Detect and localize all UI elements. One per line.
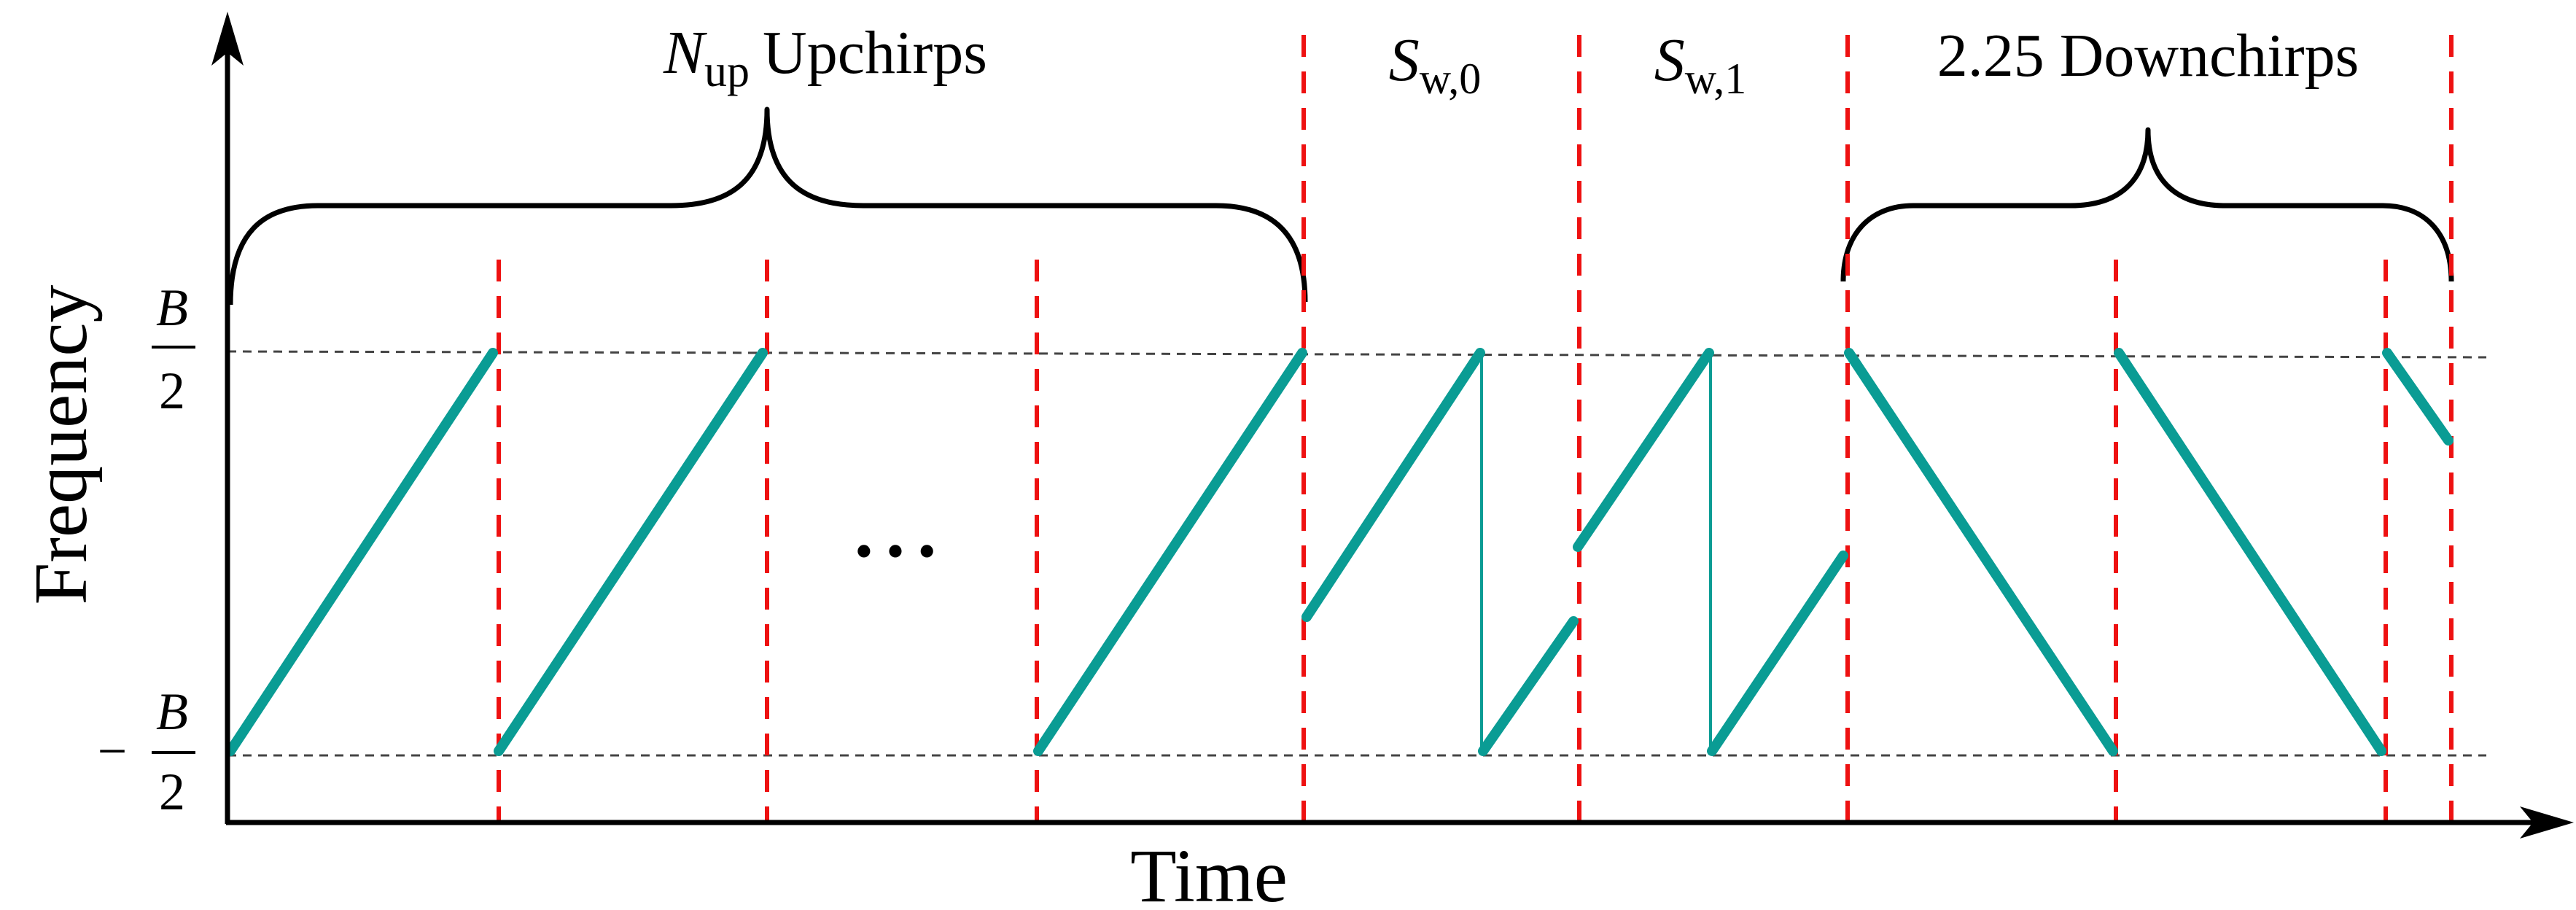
y-tick-bottom-sign: − [98, 722, 128, 780]
upchirps-text: Upchirps [763, 19, 987, 87]
boundary-lines [497, 35, 2454, 824]
y-tick-top-denominator: 2 [159, 362, 185, 420]
upchirp [225, 348, 498, 756]
sync-word-1-symbol: S [1654, 26, 1685, 94]
sync-word-1-subscript: w,1 [1685, 55, 1746, 103]
downchirps-brace [1840, 127, 2454, 282]
upchirps-subscript: up [704, 47, 750, 96]
upchirps-brace [227, 106, 1308, 306]
axes [211, 12, 2574, 839]
downchirps-label: 2.25 Downchirps [1937, 22, 2359, 90]
y-axis-label: Frequency [19, 285, 103, 605]
downchirp [2114, 348, 2386, 756]
chirp-segments [225, 348, 2454, 756]
sync-word-chirp [1707, 551, 1848, 756]
sync-word-0-label: Sw,0 [1389, 26, 1481, 103]
upchirps-symbol: N [663, 19, 707, 87]
y-tick-bottom-numerator: B [156, 682, 188, 741]
upchirp [1033, 348, 1307, 756]
y-tick-top-numerator: B [156, 279, 188, 337]
reference-line-top [227, 350, 2487, 359]
x-axis-arrowhead [2520, 806, 2574, 839]
upchirps-label: Nup Upchirps [663, 19, 987, 96]
y-axis-arrowhead [211, 12, 244, 66]
sync-word-chirp [1573, 348, 1714, 552]
sync-word-0-subscript: w,0 [1420, 55, 1481, 103]
y-tick-bottom-denominator: 2 [159, 763, 185, 821]
y-tick-top: B 2 [152, 279, 195, 420]
sync-word-1-label: Sw,1 [1654, 26, 1746, 103]
sync-word-chirp [1478, 616, 1579, 756]
ellipsis: • • • [855, 522, 936, 580]
y-tick-bottom: − B 2 [98, 682, 195, 821]
sync-word-chirp [1301, 348, 1485, 622]
upchirp [494, 348, 768, 756]
downchirp [2382, 348, 2454, 446]
sync-word-0-symbol: S [1389, 26, 1420, 94]
x-axis-label: Time [1130, 834, 1288, 910]
downchirp [1844, 348, 2118, 756]
